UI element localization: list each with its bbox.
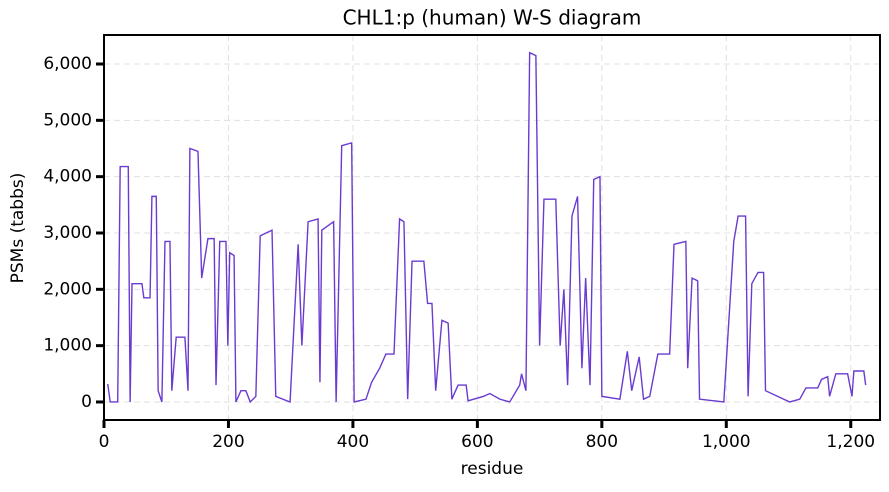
data-line <box>107 51 867 404</box>
y-tick-label: 0 <box>81 392 92 412</box>
x-tick-label: 400 <box>337 432 369 452</box>
x-tick-label: 1,000 <box>702 432 751 452</box>
x-tick-label: 200 <box>212 432 244 452</box>
y-tick-label: 3,000 <box>43 223 92 243</box>
x-tick-label: 1,200 <box>826 432 875 452</box>
x-tick-label: 800 <box>586 432 618 452</box>
plot-frame <box>103 34 881 421</box>
y-tick-label: 2,000 <box>43 279 92 299</box>
y-tick-label: 4,000 <box>43 167 92 187</box>
x-tick-label: 0 <box>99 432 110 452</box>
y-axis-label: PSMs (tabbs) <box>8 173 28 284</box>
y-tick-label: 1,000 <box>43 336 92 356</box>
x-tick-label: 600 <box>461 432 493 452</box>
y-tick-label: 6,000 <box>43 54 92 74</box>
chart-title: CHL1:p (human) W-S diagram <box>343 6 642 30</box>
x-axis-label: residue <box>461 459 524 479</box>
y-tick-label: 5,000 <box>43 110 92 130</box>
